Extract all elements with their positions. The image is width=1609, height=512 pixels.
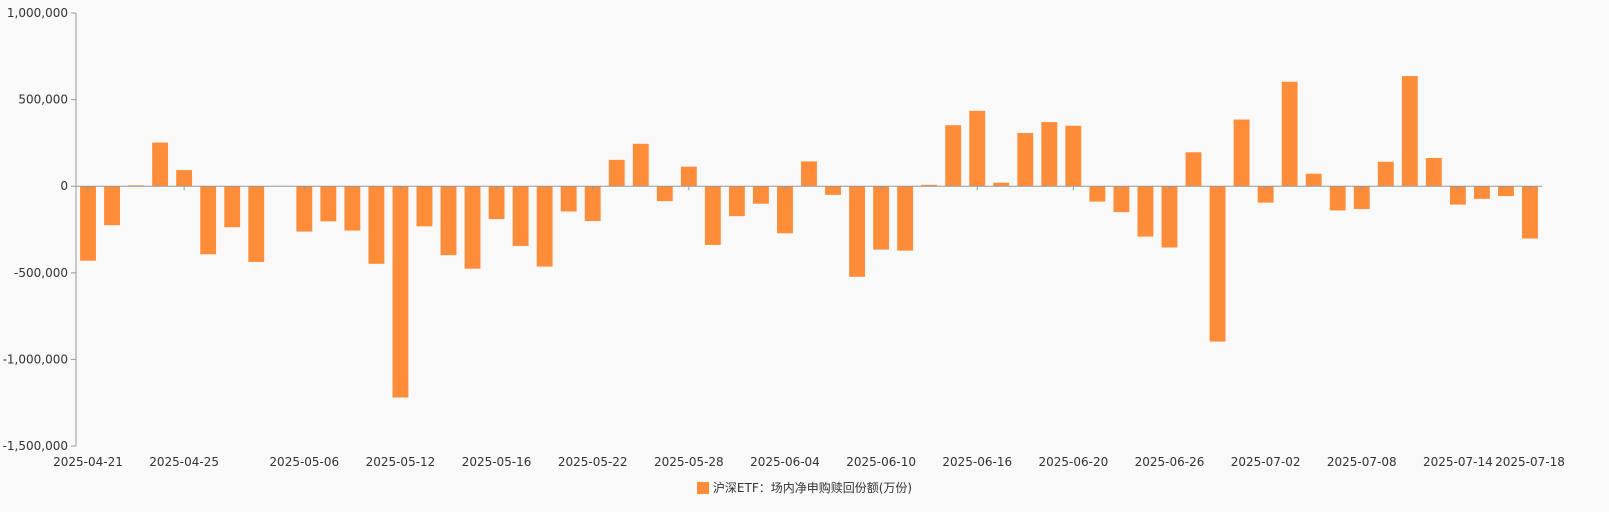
bar: [200, 186, 217, 255]
bar: [320, 186, 337, 222]
x-tick-label: 2025-06-20: [1038, 455, 1108, 469]
bar: [536, 186, 553, 267]
bar: [176, 170, 193, 187]
bar: [1113, 186, 1130, 213]
bar: [1449, 186, 1466, 205]
x-tick-label: 2025-06-10: [846, 455, 916, 469]
bar: [80, 186, 96, 261]
bar: [777, 186, 793, 234]
bar: [1305, 173, 1322, 187]
y-tick-label: 500,000: [18, 93, 68, 107]
bar: [897, 186, 914, 251]
bar: [1473, 186, 1490, 199]
bar: [560, 186, 577, 212]
x-tick-label: 2025-07-18: [1495, 455, 1565, 469]
bar: [1377, 161, 1394, 187]
bar: [512, 186, 529, 246]
bar: [1137, 186, 1154, 237]
bar: [1498, 186, 1514, 197]
bar: [1185, 152, 1202, 187]
bar-chart-svg: 1,000,000 500,000 0 -500,000 -1,000,000 -1,50…: [3, 6, 1565, 469]
bar: [1401, 76, 1418, 187]
bar: [1281, 81, 1298, 187]
bar: [104, 186, 120, 226]
legend-label: 沪深ETF：场内净申购赎回份额(万份): [712, 481, 913, 495]
x-tick-label: 2025-05-16: [462, 455, 532, 469]
bar: [945, 125, 962, 187]
y-tick-label: 1,000,000: [7, 6, 68, 20]
bar: [921, 184, 938, 187]
x-tick-label: 2025-04-25: [149, 455, 219, 469]
y-tick-label: -500,000: [14, 266, 68, 280]
bar: [440, 186, 457, 256]
x-tick-label: 2025-05-28: [654, 455, 724, 469]
bar: [1257, 186, 1274, 203]
x-tick-label: 2025-06-26: [1135, 455, 1205, 469]
bar: [368, 186, 385, 264]
x-tick-label: 2025-07-08: [1327, 455, 1397, 469]
bar: [873, 186, 890, 250]
bar: [993, 182, 1010, 187]
x-tick-label: 2025-06-04: [750, 455, 820, 469]
bar: [632, 143, 649, 187]
x-tick-label: 2025-05-06: [269, 455, 339, 469]
x-tick-label: 2025-05-12: [366, 455, 436, 469]
x-tick-label: 2025-05-22: [558, 455, 628, 469]
x-tick-label: 2025-06-16: [942, 455, 1012, 469]
bar: [753, 186, 769, 204]
bar: [1161, 186, 1178, 248]
bar: [1329, 186, 1346, 211]
bar: [608, 159, 625, 187]
bar: [1065, 125, 1082, 187]
bar: [224, 186, 241, 228]
bar: [1425, 157, 1442, 187]
x-tick-label: 2025-07-14: [1423, 455, 1493, 469]
bar: [1017, 133, 1034, 187]
bar: [728, 186, 745, 217]
bar: [1089, 186, 1106, 202]
y-tick-label: 0: [60, 179, 68, 193]
y-tick-label: -1,500,000: [3, 439, 68, 453]
x-tick-label: 2025-04-21: [53, 455, 123, 469]
y-tick-label: -1,000,000: [3, 352, 68, 366]
bar: [1353, 186, 1370, 210]
bar: [680, 166, 697, 187]
bar: [969, 110, 986, 187]
bar: [656, 186, 673, 202]
bar: [152, 142, 169, 187]
bar: [464, 186, 481, 269]
bar: [344, 186, 361, 231]
bar: [801, 161, 817, 187]
bar: [849, 186, 865, 277]
bar: [1209, 186, 1226, 342]
bar: [704, 186, 721, 245]
legend-swatch: [696, 482, 709, 494]
bar: [248, 186, 265, 262]
legend[interactable]: 沪深ETF：场内净申购赎回份额(万份): [0, 479, 1609, 496]
bar: [1522, 186, 1538, 239]
bar: [584, 186, 601, 222]
bar: [1233, 119, 1250, 187]
bar: [392, 186, 409, 398]
bar: [416, 186, 433, 227]
bar: [1041, 122, 1058, 187]
bar: [296, 186, 313, 232]
bar: [488, 186, 505, 220]
x-tick-label: 2025-07-02: [1231, 455, 1301, 469]
bar: [825, 186, 841, 195]
